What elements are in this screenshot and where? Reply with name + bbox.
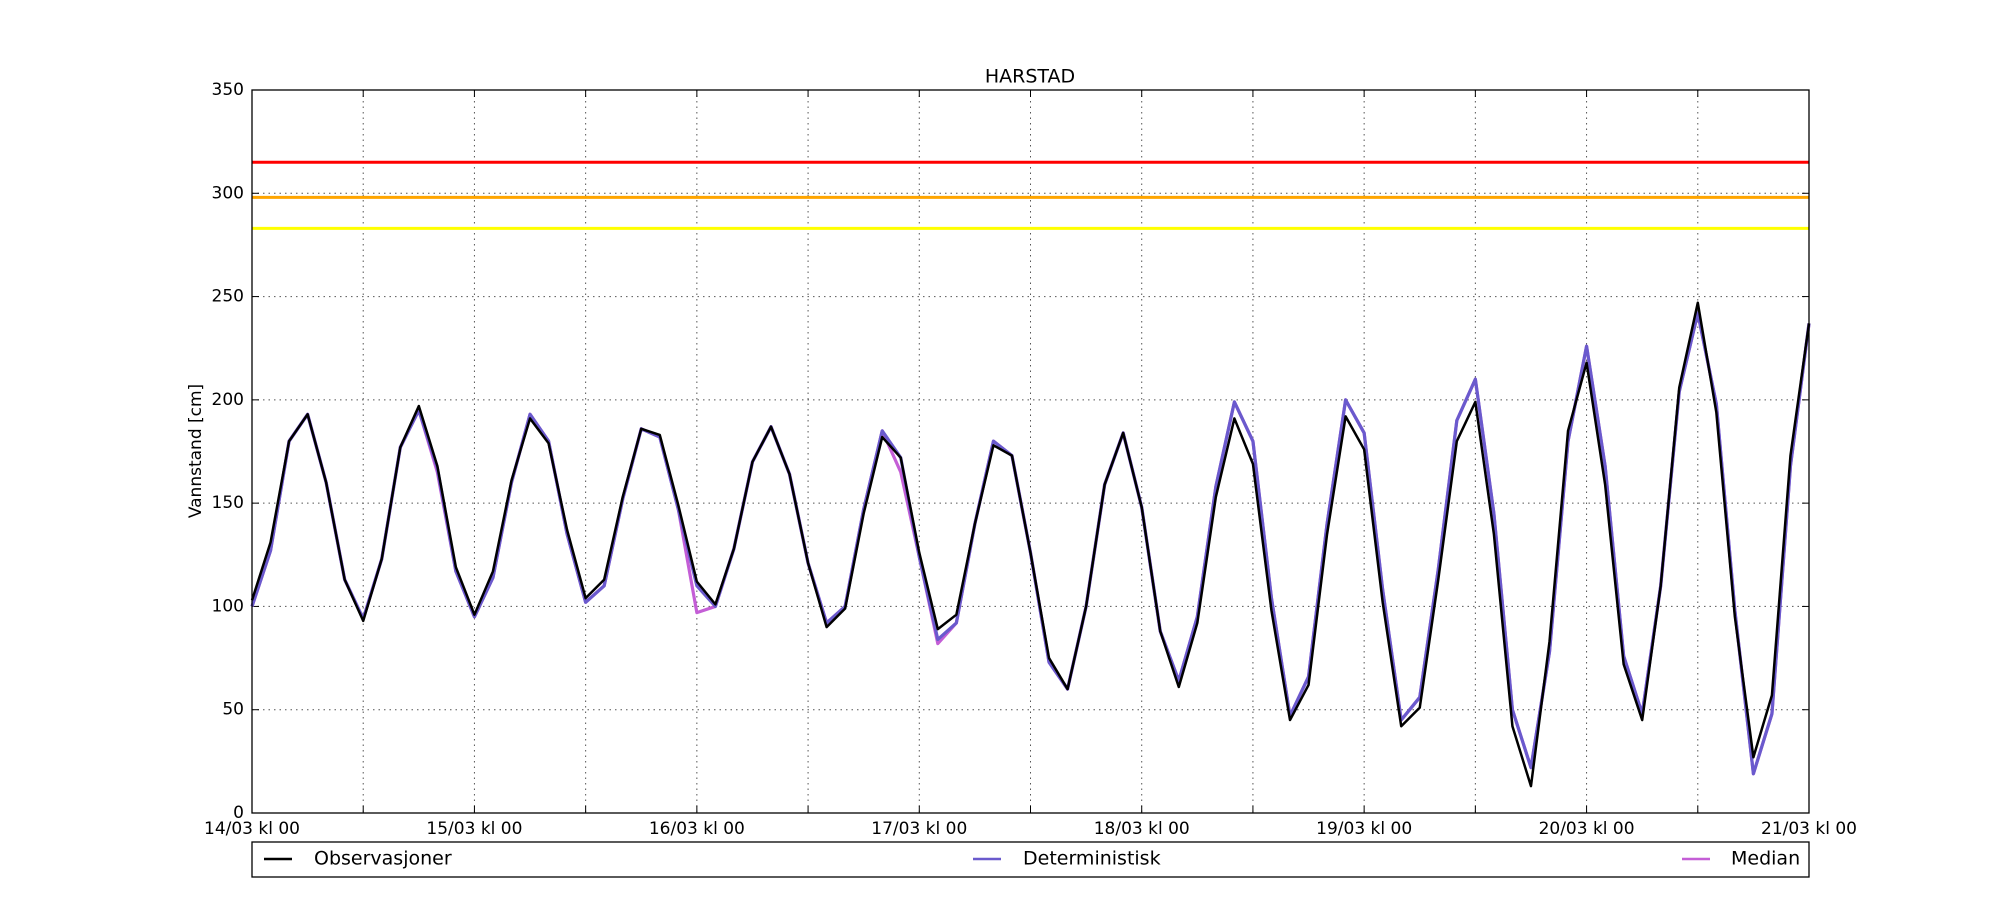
y-tick-label: 350 bbox=[212, 80, 244, 100]
legend-label: Deterministisk bbox=[1023, 848, 1161, 870]
legend-label: Median bbox=[1731, 848, 1800, 870]
series-line bbox=[250, 301, 1811, 788]
x-tick-label: 19/03 kl 00 bbox=[1316, 819, 1412, 839]
y-tick-label: 300 bbox=[212, 183, 244, 203]
x-tick-label: 20/03 kl 00 bbox=[1539, 819, 1635, 839]
chart-title: HARSTAD bbox=[985, 66, 1075, 88]
x-tick-label: 15/03 kl 00 bbox=[426, 819, 522, 839]
legend-box bbox=[251, 841, 1810, 878]
y-tick-label: 50 bbox=[222, 700, 244, 720]
plot-frame bbox=[251, 89, 1810, 814]
y-tick-label: 100 bbox=[212, 596, 244, 616]
y-axis-label: Vannstand [cm] bbox=[186, 384, 206, 518]
x-tick-label: 17/03 kl 00 bbox=[871, 819, 967, 839]
x-tick-label: 18/03 kl 00 bbox=[1094, 819, 1190, 839]
y-tick-label: 250 bbox=[212, 287, 244, 307]
y-tick-label: 0 bbox=[233, 803, 244, 823]
y-tick-label: 200 bbox=[212, 390, 244, 410]
legend-label: Observasjoner bbox=[314, 848, 452, 870]
x-tick-label: 16/03 kl 00 bbox=[649, 819, 745, 839]
x-tick-label: 21/03 kl 00 bbox=[1761, 819, 1857, 839]
y-tick-label: 150 bbox=[212, 493, 244, 513]
x-tick-label: 14/03 kl 00 bbox=[204, 819, 300, 839]
